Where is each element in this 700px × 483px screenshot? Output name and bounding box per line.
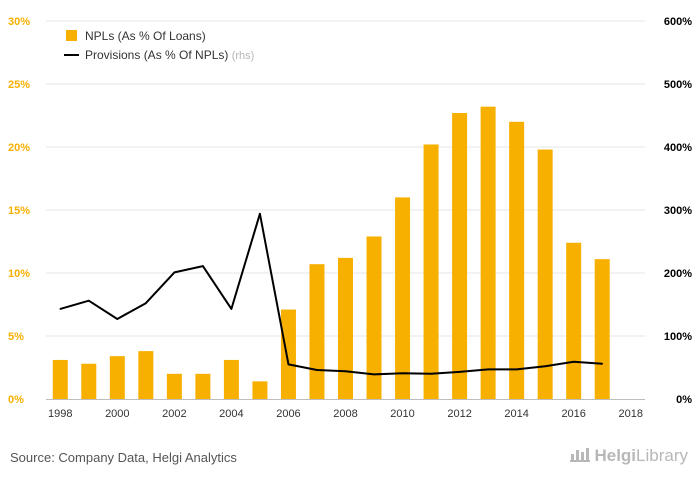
provisions-point [145, 302, 147, 305]
brand-logo: HelgiLibrary [570, 446, 688, 466]
provisions-point [572, 361, 575, 363]
npl-bars [52, 106, 610, 400]
y-left-tick-label: 30% [8, 16, 30, 28]
y-left-tick-label: 15% [8, 205, 30, 217]
provisions-point [458, 371, 461, 373]
y-left-tick-label: 0% [8, 394, 24, 406]
npl-bar [81, 363, 97, 399]
y-right-tick-label: 100% [664, 331, 692, 343]
provisions-point [287, 363, 290, 366]
npl-bar [309, 264, 325, 399]
legend-label-provisions: Provisions (As % Of NPLs) (rhs) [85, 48, 254, 62]
legend-label-npl: NPLs (As % Of Loans) [85, 29, 206, 43]
provisions-point [344, 370, 347, 373]
y-left-tick-label: 5% [8, 331, 24, 343]
provisions-point [173, 271, 176, 274]
provisions-point [316, 369, 318, 371]
npl-bar [509, 121, 525, 400]
x-tick-label: 2018 [618, 408, 642, 420]
npl-bar [338, 257, 353, 399]
x-tick-label: 2010 [390, 408, 414, 420]
npl-bar [366, 236, 382, 399]
npl-bar [423, 144, 439, 399]
provisions-point [87, 299, 90, 302]
y-left-tick-label: 25% [8, 79, 30, 91]
npl-bar [138, 351, 154, 399]
provisions-point [116, 318, 119, 320]
brand-name-bold: Helgi [594, 446, 637, 465]
legend: NPLs (As % Of Loans) Provisions (As % Of … [64, 29, 254, 62]
provisions-point [430, 373, 432, 375]
npl-bar [594, 259, 610, 399]
y-right-tick-label: 500% [664, 79, 692, 91]
x-tick-label: 2000 [105, 408, 129, 420]
y-left-tick-label: 20% [8, 142, 30, 154]
source-note: Source: Company Data, Helgi Analytics [10, 450, 237, 465]
npl-bar [195, 373, 211, 399]
provisions-point [230, 308, 233, 310]
y-right-tick-label: 200% [664, 268, 692, 280]
npl-bar [109, 356, 125, 399]
provisions-point [59, 308, 62, 310]
x-tick-label: 1998 [48, 408, 72, 420]
x-tick-label: 2014 [504, 408, 528, 420]
x-tick-label: 2012 [447, 408, 471, 420]
legend-swatch-npl [66, 30, 77, 41]
legend-rhs-suffix: (rhs) [232, 50, 255, 62]
npl-bar [223, 359, 239, 399]
provisions-point [202, 265, 204, 267]
provisions-line [60, 212, 603, 376]
brand-name-light: Library [636, 446, 688, 465]
provisions-point [544, 365, 546, 368]
provisions-line-group [59, 212, 604, 376]
npl-bar [252, 381, 268, 399]
chart-logo-icon [570, 446, 591, 462]
x-tick-label: 2004 [219, 408, 243, 420]
y-right-tick-label: 300% [664, 205, 692, 217]
x-tick-label: 2008 [333, 408, 357, 420]
y-right-tick-label: 600% [664, 16, 692, 28]
provisions-point [401, 372, 404, 374]
y-right-tick-label: 0% [676, 394, 692, 406]
provisions-point [487, 368, 489, 371]
y-left-tick-label: 10% [8, 268, 30, 280]
y-right-tick-label: 400% [664, 142, 692, 154]
provisions-point [601, 362, 604, 365]
npl-bar [52, 359, 68, 399]
x-tick-label: 2016 [561, 408, 585, 420]
provisions-point [259, 212, 261, 215]
npl-bar [566, 242, 582, 399]
npl-bar [480, 106, 496, 400]
axes: 0% 0% 5% 100% 10% 200% 15% 300% 20% 400% 25% 500% 30… [8, 16, 692, 420]
provisions-point [373, 373, 375, 376]
provisions-point [515, 368, 518, 371]
npl-bar [452, 112, 468, 399]
npl-bar [395, 197, 411, 399]
x-tick-label: 2002 [162, 408, 186, 420]
npl-bar [280, 309, 296, 399]
npl-bar [537, 149, 553, 399]
npl-bar [166, 373, 182, 399]
x-tick-label: 2006 [276, 408, 300, 420]
